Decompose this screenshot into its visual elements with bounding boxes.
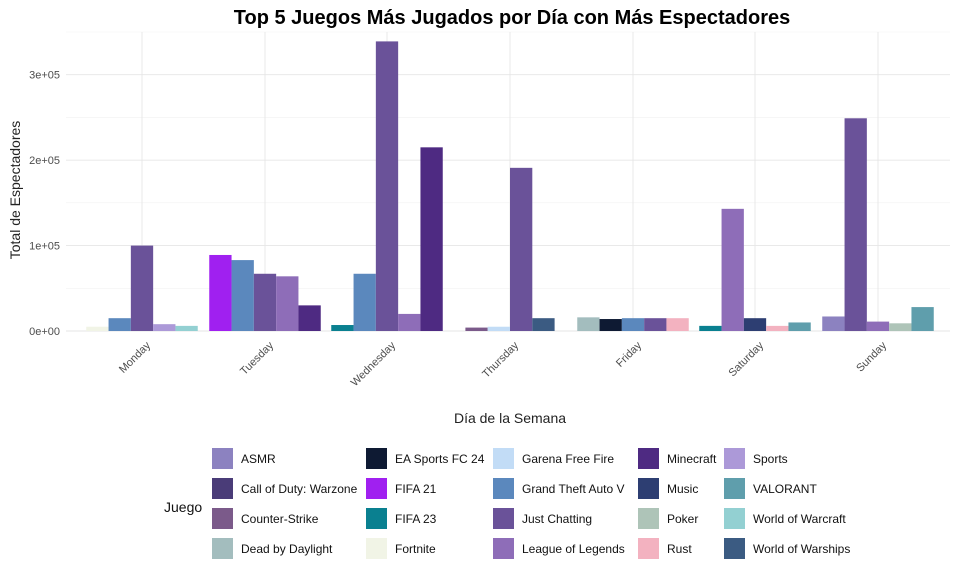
legend-swatch [493, 508, 514, 529]
bar-friday-grand-theft-auto-v [621, 318, 645, 331]
legend-swatch [493, 478, 514, 499]
y-axis-ticks: 0e+00 1e+05 2e+05 3e+05 [29, 70, 60, 338]
chart-title: Top 5 Juegos Más Jugados por Día con Más… [234, 7, 790, 29]
legend-label: Call of Duty: Warzone [241, 482, 358, 496]
bar-wednesday-league-of-legends [398, 313, 421, 331]
bar-monday-just-chatting [130, 245, 154, 331]
bar-wednesday-just-chatting [375, 41, 399, 331]
bar-saturday-valorant [788, 322, 811, 331]
legend: ASMR Call of Duty: Warzone Counter-Strike D… [212, 448, 850, 559]
y-tick-label: 0e+00 [29, 326, 60, 338]
legend-label: Minecraft [667, 452, 717, 466]
legend-label: FIFA 23 [395, 512, 437, 526]
legend-swatch [638, 508, 659, 529]
y-axis-title: Total de Espectadores [7, 121, 23, 260]
y-tick-label: 2e+05 [29, 155, 60, 167]
legend-title: Juego [164, 499, 202, 515]
legend-swatch [212, 508, 233, 529]
legend-label: Sports [753, 452, 788, 466]
legend-label: Poker [667, 512, 698, 526]
bar-friday-rust [666, 318, 689, 331]
bar-saturday-music [743, 318, 767, 331]
legend-swatch [366, 508, 387, 529]
legend-label: Dead by Daylight [241, 542, 333, 556]
legend-label: Rust [667, 542, 692, 556]
bar-friday-dead-by-daylight [577, 317, 600, 331]
bar-monday-grand-theft-auto-v [108, 318, 131, 331]
bar-thursday-counter-strike [465, 327, 488, 331]
legend-swatch [638, 538, 659, 559]
legend-swatch [366, 448, 387, 469]
bar-sunday-poker [889, 323, 912, 331]
legend-label: League of Legends [522, 542, 625, 556]
y-tick-label: 3e+05 [29, 70, 60, 82]
y-tick-label: 1e+05 [29, 241, 60, 253]
legend-swatch [724, 478, 745, 499]
bar-monday-world-of-warcraft [175, 325, 198, 331]
legend-label: Garena Free Fire [522, 452, 614, 466]
bar-tuesday-minecraft [298, 305, 321, 331]
legend-swatch [212, 478, 233, 499]
legend-swatch [724, 538, 745, 559]
bar-sunday-valorant [911, 307, 934, 331]
legend-label: ASMR [241, 452, 276, 466]
legend-label: Counter-Strike [241, 512, 319, 526]
legend-swatch [724, 508, 745, 529]
legend-swatch [366, 538, 387, 559]
bar-tuesday-fifa-21 [209, 254, 232, 331]
bar-monday-fortnite [86, 326, 109, 331]
bar-sunday-just-chatting [844, 118, 867, 331]
bar-monday-sports [153, 324, 176, 331]
bar-thursday-garena-free-fire [487, 326, 510, 331]
legend-label: Fortnite [395, 542, 436, 556]
legend-swatch [493, 448, 514, 469]
bar-wednesday-minecraft [420, 147, 443, 331]
bar-saturday-fifa-23 [699, 325, 722, 331]
x-axis-title: Día de la Semana [454, 410, 566, 426]
legend-label: Grand Theft Auto V [522, 482, 625, 496]
legend-swatch [493, 538, 514, 559]
legend-swatch [212, 448, 233, 469]
bars [86, 41, 934, 331]
legend-label: World of Warships [753, 542, 850, 556]
bar-friday-ea-sports-fc-24 [599, 319, 622, 331]
legend-label: VALORANT [753, 482, 817, 496]
legend-swatch [638, 448, 659, 469]
bar-tuesday-just-chatting [253, 273, 277, 331]
bar-sunday-asmr [822, 316, 845, 331]
bar-thursday-world-of-warships [532, 318, 555, 331]
bar-tuesday-league-of-legends [276, 276, 299, 331]
legend-label: Just Chatting [522, 512, 592, 526]
legend-swatch [212, 538, 233, 559]
bar-wednesday-fifa-23 [331, 325, 354, 331]
bar-wednesday-grand-theft-auto-v [353, 273, 376, 331]
bar-friday-just-chatting [644, 318, 667, 331]
legend-label: EA Sports FC 24 [395, 452, 485, 466]
legend-swatch [724, 448, 745, 469]
legend-label: World of Warcraft [753, 512, 846, 526]
bar-sunday-league-of-legends [866, 321, 890, 331]
bar-saturday-rust [766, 325, 789, 331]
legend-label: Music [667, 482, 698, 496]
bar-thursday-just-chatting [510, 167, 533, 331]
legend-swatch [366, 478, 387, 499]
legend-label: FIFA 21 [395, 482, 437, 496]
bar-tuesday-grand-theft-auto-v [231, 260, 254, 331]
bar-saturday-league-of-legends [721, 208, 744, 331]
legend-swatch [638, 478, 659, 499]
